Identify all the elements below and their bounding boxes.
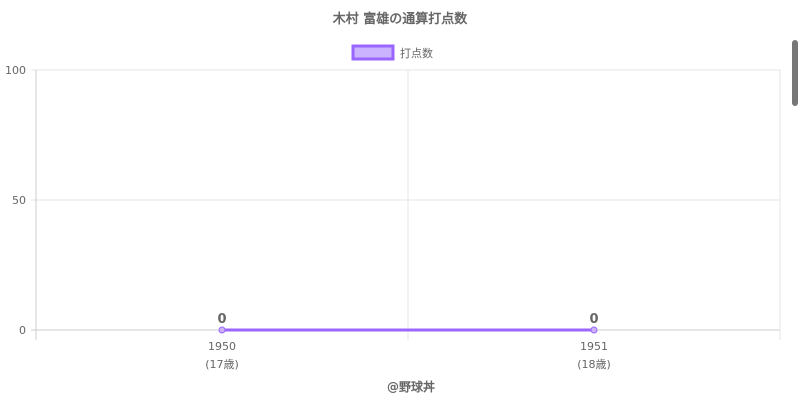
x-tick-sublabel: (18歳): [577, 358, 611, 371]
x-tick-sublabel: (17歳): [205, 358, 239, 371]
scrollbar-thumb[interactable]: [792, 40, 798, 106]
chart-title: 木村 富雄の通算打点数: [332, 11, 469, 27]
legend[interactable]: 打点数: [351, 44, 433, 61]
x-tick-label: 1950: [208, 340, 236, 353]
legend-label: 打点数: [400, 46, 433, 60]
y-tick-label: 100: [5, 64, 26, 77]
y-tick-label: 0: [19, 324, 26, 337]
x-tick-label: 1951: [580, 340, 608, 353]
data-label: 0: [589, 312, 598, 327]
y-tick-label: 50: [12, 194, 26, 207]
grid: 0 50 100 1950 (17歳) 1951 (18歳): [5, 64, 781, 371]
data-point: [218, 326, 226, 334]
data-label: 0: [217, 312, 226, 327]
credit-text: @野球丼: [387, 379, 435, 394]
data-point: [590, 326, 598, 334]
legend-swatch: [351, 44, 395, 61]
